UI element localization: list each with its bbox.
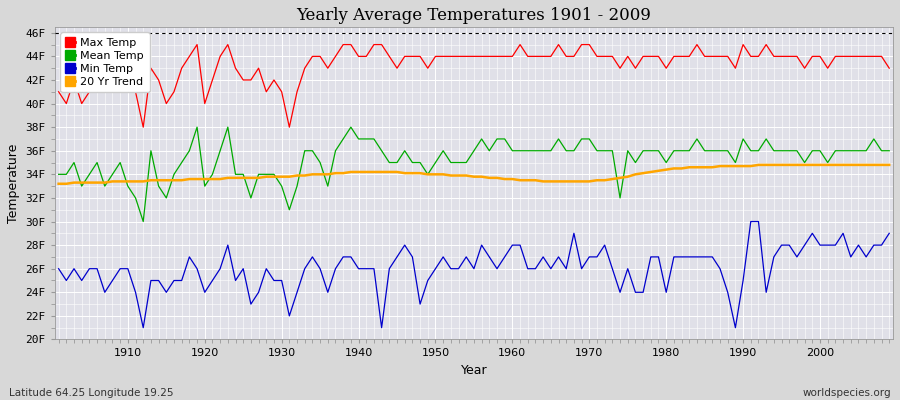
Y-axis label: Temperature: Temperature [7,144,20,223]
Text: worldspecies.org: worldspecies.org [803,388,891,398]
Legend: Max Temp, Mean Temp, Min Temp, 20 Yr Trend: Max Temp, Mean Temp, Min Temp, 20 Yr Tre… [60,32,149,92]
Text: Latitude 64.25 Longitude 19.25: Latitude 64.25 Longitude 19.25 [9,388,174,398]
Title: Yearly Average Temperatures 1901 - 2009: Yearly Average Temperatures 1901 - 2009 [296,7,652,24]
X-axis label: Year: Year [461,364,487,377]
